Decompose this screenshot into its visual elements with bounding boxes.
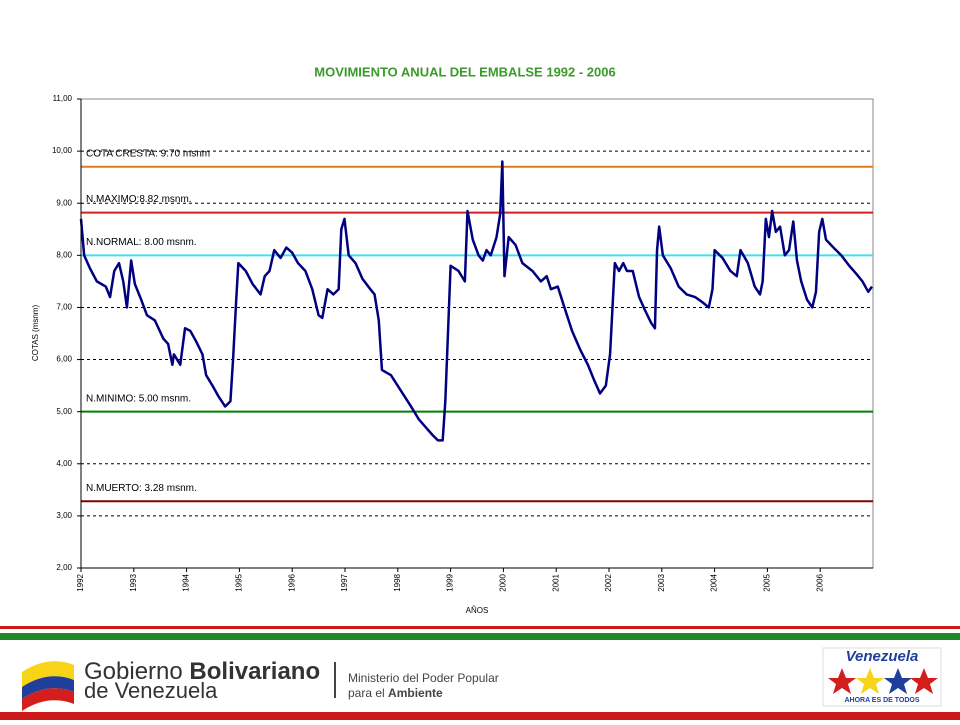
gov-name: Gobierno Bolivariano	[84, 658, 320, 685]
footer-stripe-red	[0, 626, 960, 629]
series	[79, 160, 873, 442]
x-tick-label: 1999	[446, 573, 455, 591]
chart-title: MOVIMIENTO ANUAL DEL EMBALSE 1992 - 2006	[314, 64, 615, 79]
x-tick-label: 2006	[815, 573, 824, 591]
gov-word-bold: Bolivariano	[189, 658, 320, 685]
gov-word: Gobierno	[84, 658, 183, 685]
brand-slogan: AHORA ES DE TODOS	[844, 697, 919, 704]
ministry-text: para el	[348, 686, 385, 700]
x-tick-label: 1998	[393, 573, 402, 591]
y-tick-label: 8,00	[56, 250, 72, 259]
brand-name: Venezuela	[846, 648, 919, 665]
footer-bottom-bar	[0, 712, 960, 720]
reference-lines: COTA CRESTA: 9.70 msnm N.MAXIMO:8.82 msnm…	[81, 148, 873, 503]
x-tick-label: 1997	[340, 573, 349, 591]
x-tick-label: 1992	[76, 573, 85, 591]
footer-stripe-green	[0, 633, 960, 640]
x-tick-label: 2004	[710, 573, 719, 591]
footer-divider	[334, 662, 336, 698]
reference-label: N.MINIMO: 5.00 msnm.	[86, 393, 191, 404]
ministry-line: para el Ambiente	[348, 686, 443, 700]
data-line	[79, 160, 873, 442]
x-axis-title: AÑOS	[466, 606, 489, 615]
y-tick-label: 5,00	[56, 407, 72, 416]
flag-logo	[22, 661, 74, 711]
footer: Gobierno Bolivariano de Venezuela Minist…	[0, 626, 960, 720]
plot-area	[80, 98, 874, 569]
gov-country: de Venezuela	[84, 678, 218, 703]
y-tick-label: 9,00	[56, 198, 72, 207]
y-tick-label: 7,00	[56, 303, 72, 312]
ministry-line: Ministerio del Poder Popular	[348, 671, 499, 685]
y-tick-label: 2,00	[56, 563, 72, 572]
x-tick-label: 2003	[657, 573, 666, 591]
y-tick-label: 6,00	[56, 355, 72, 364]
x-tick-label: 2000	[499, 573, 508, 591]
x-tick-label: 1996	[287, 573, 296, 591]
reference-label: N.MAXIMO:8.82 msnm.	[86, 194, 192, 205]
x-tick-label: 2002	[604, 573, 613, 591]
x-tick-label: 2005	[763, 573, 772, 591]
ministry-text-bold: Ambiente	[388, 686, 443, 700]
y-tick-label: 4,00	[56, 459, 72, 468]
brand-stars	[828, 668, 938, 694]
y-tick-label: 11,00	[53, 94, 73, 103]
axes: 2,00 3,00 4,00 5,00 6,00 7,00 8,00 9,00 10,00 11,…	[52, 94, 873, 592]
y-axis-title: COTAS (msnm)	[31, 305, 40, 362]
reference-label: COTA CRESTA: 9.70 msnm	[86, 148, 210, 159]
y-tick-label: 10,00	[52, 146, 73, 155]
reference-label: N.NORMAL: 8.00 msnm.	[86, 237, 197, 248]
y-tick-label: 3,00	[56, 511, 72, 520]
x-tick-label: 1994	[182, 573, 191, 591]
x-tick-label: 2001	[551, 573, 560, 591]
reference-label: N.MUERTO: 3.28 msnm.	[86, 483, 197, 494]
x-tick-label: 1995	[235, 573, 244, 591]
x-tick-label: 1993	[129, 573, 138, 591]
